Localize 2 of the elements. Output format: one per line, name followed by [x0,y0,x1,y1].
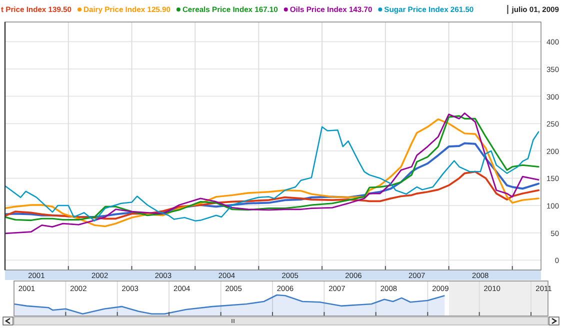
line-series [5,170,540,220]
line-series [5,142,540,218]
